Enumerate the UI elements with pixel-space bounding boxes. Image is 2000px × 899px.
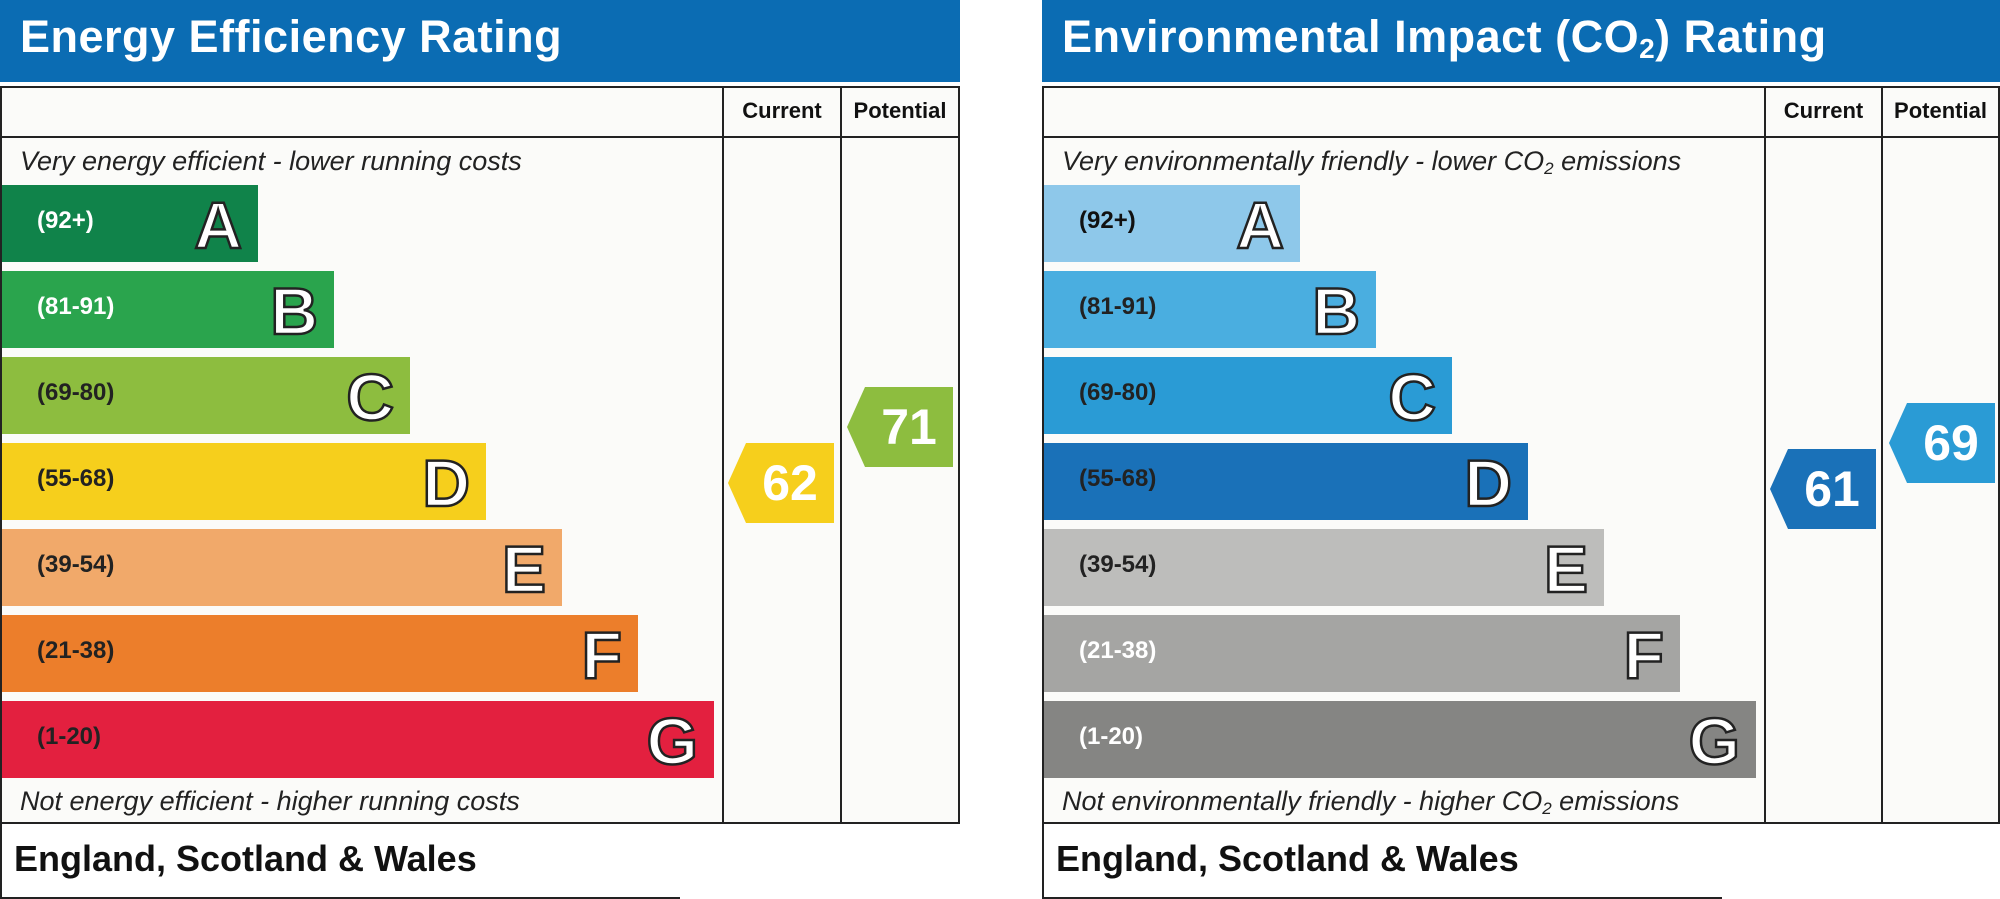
band-letter: G: [1687, 703, 1741, 780]
energy-title-bar: Energy Efficiency Rating: [0, 0, 960, 82]
header-divider-columns: [1762, 136, 1998, 138]
band-letter: A: [1235, 187, 1285, 264]
rating-band-a: (92+) A: [1044, 185, 1300, 264]
band-letter: C: [345, 359, 395, 436]
band-range-label: (55-68): [1079, 465, 1157, 492]
current-column-divider: [1764, 88, 1766, 822]
band-range-label: (92+): [37, 207, 94, 234]
band-range-label: (55-68): [37, 465, 115, 492]
bottom-note: Not energy efficient - higher running co…: [20, 786, 520, 816]
current-column-divider: [722, 88, 724, 822]
bottom-note: Not environmentally friendly - higher CO…: [1062, 786, 1680, 818]
band-range-label: (1-20): [37, 723, 102, 750]
rating-band-g: (1-20) G: [2, 701, 714, 780]
band-range-label: (69-80): [37, 379, 115, 406]
footer-left-border: [1042, 824, 1044, 899]
footer-bottom-border: [0, 897, 680, 899]
potential-column-header: Potential: [1894, 98, 1987, 123]
current-rating-arrow: 61: [1770, 449, 1876, 529]
band-range-label: (92+): [1079, 207, 1136, 234]
environmental-impact-panel: Environmental Impact (CO2) Rating Curren…: [1042, 0, 2000, 899]
band-range-label: (81-91): [1079, 293, 1157, 320]
band-range-label: (1-20): [1079, 723, 1144, 750]
current-rating-arrow: 62: [728, 443, 834, 523]
band-range-label: (39-54): [37, 551, 115, 578]
rating-band-a: (92+) A: [2, 185, 258, 264]
footer-bottom-border: [1042, 897, 1722, 899]
potential-rating-arrow: 71: [847, 387, 953, 467]
band-letter: A: [193, 187, 243, 264]
potential-column-divider: [1881, 88, 1883, 822]
header-divider-label-area: [2, 136, 722, 138]
rating-band-f: (21-38) F: [2, 615, 638, 694]
rating-band-b: (81-91) B: [1044, 271, 1376, 350]
band-letter: E: [1543, 531, 1590, 608]
band-range-label: (39-54): [1079, 551, 1157, 578]
energy-chart-frame: Current Potential Very energy efficient …: [0, 86, 960, 824]
potential-column-divider: [840, 88, 842, 822]
band-letter: E: [501, 531, 548, 608]
rating-band-d: (55-68) D: [1044, 443, 1528, 522]
footer-left-border: [0, 824, 2, 899]
current-column-header: Current: [742, 98, 822, 123]
band-letter: F: [580, 617, 623, 694]
band-range-label: (21-38): [37, 637, 115, 664]
top-note: Very environmentally friendly - lower CO…: [1062, 146, 1682, 178]
rating-band-e: (39-54) E: [1044, 529, 1604, 608]
environment-title: Environmental Impact (CO2) Rating: [1062, 11, 1827, 64]
energy-title: Energy Efficiency Rating: [20, 11, 563, 62]
band-range-label: (69-80): [1079, 379, 1157, 406]
rating-band-d: (55-68) D: [2, 443, 486, 522]
band-range-label: (21-38): [1079, 637, 1157, 664]
current-column-header: Current: [1783, 98, 1864, 123]
header-divider-label-area: [1044, 136, 1762, 138]
environment-chart-frame: Current Potential Very environmentally f…: [1042, 86, 2000, 824]
rating-band-c: (69-80) C: [1044, 357, 1452, 436]
environment-title-bar: Environmental Impact (CO2) Rating: [1042, 0, 2000, 82]
band-letter: C: [1387, 359, 1437, 436]
band-letter: B: [269, 273, 319, 350]
rating-band-f: (21-38) F: [1044, 615, 1680, 694]
band-letter: F: [1622, 617, 1665, 694]
rating-band-g: (1-20) G: [1044, 701, 1756, 780]
potential-rating-arrow: 69: [1889, 403, 1995, 483]
rating-band-b: (81-91) B: [2, 271, 334, 350]
band-letter: D: [421, 445, 471, 522]
band-letter: B: [1311, 273, 1361, 350]
region-label: England, Scotland & Wales: [14, 838, 477, 879]
energy-efficiency-panel: Energy Efficiency Rating Current Potenti…: [0, 0, 960, 899]
rating-band-c: (69-80) C: [2, 357, 410, 436]
energy-footer: England, Scotland & Wales: [0, 824, 960, 899]
band-letter: D: [1463, 445, 1513, 522]
environment-footer: England, Scotland & Wales: [1042, 824, 2000, 899]
region-label: England, Scotland & Wales: [1056, 838, 1519, 879]
band-range-label: (81-91): [37, 293, 115, 320]
potential-column-header: Potential: [853, 98, 947, 123]
rating-band-e: (39-54) E: [2, 529, 562, 608]
band-letter: G: [645, 703, 699, 780]
top-note: Very energy efficient - lower running co…: [20, 146, 522, 176]
